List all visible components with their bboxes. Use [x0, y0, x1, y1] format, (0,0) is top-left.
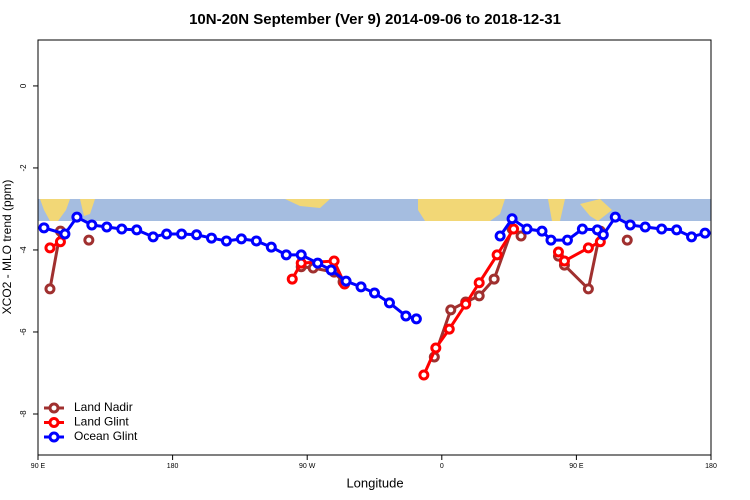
- y-tick-label: -2: [19, 164, 28, 172]
- map-ocean: [38, 199, 711, 221]
- point: [558, 255, 570, 267]
- point: [506, 213, 518, 225]
- y-tick-label: -4: [19, 246, 28, 254]
- point: [325, 264, 337, 276]
- map-land: [40, 199, 612, 221]
- point: [494, 230, 506, 242]
- map-strip: [38, 199, 711, 221]
- x-tick-label: 0: [440, 463, 444, 470]
- x-tick-label: 90 W: [299, 463, 316, 470]
- point: [147, 231, 159, 243]
- chart-title: 10N-20N September (Ver 9) 2014-09-06 to …: [189, 11, 561, 28]
- legend-label: Land Nadir: [74, 400, 133, 414]
- point: [38, 222, 50, 234]
- legend-label: Land Glint: [74, 415, 129, 429]
- point: [355, 281, 367, 293]
- point: [161, 228, 173, 240]
- point: [686, 231, 698, 243]
- point: [621, 234, 633, 246]
- y-tick-label: 0: [19, 83, 28, 88]
- point: [205, 232, 217, 244]
- point: [473, 277, 485, 289]
- x-axis-label: Longitude: [346, 475, 403, 490]
- point: [561, 234, 573, 246]
- point: [488, 273, 500, 285]
- point: [54, 236, 66, 248]
- point: [521, 223, 533, 235]
- plot-frame: [37, 39, 712, 456]
- point: [286, 273, 298, 285]
- point: [191, 229, 203, 241]
- point: [235, 233, 247, 245]
- point: [582, 283, 594, 295]
- y-axis-label: XCO2 - MLO trend (ppm): [0, 180, 14, 315]
- x-tick-label: 90 E: [31, 463, 46, 470]
- point: [699, 227, 711, 239]
- point: [400, 310, 412, 322]
- legend-marker: [48, 402, 60, 414]
- point: [86, 219, 98, 231]
- point: [460, 298, 472, 310]
- point: [671, 224, 683, 236]
- series-line: [50, 229, 627, 357]
- point: [383, 297, 395, 309]
- point: [328, 255, 340, 267]
- series-line: [49, 228, 602, 376]
- point: [295, 249, 307, 261]
- point: [83, 234, 95, 246]
- x-tick-label: 90 E: [569, 463, 584, 470]
- point: [418, 369, 430, 381]
- point: [369, 287, 380, 299]
- x-tick-label: 180: [705, 463, 717, 470]
- point: [491, 249, 503, 261]
- point: [443, 323, 455, 335]
- point: [515, 230, 527, 242]
- y-tick-label: -8: [19, 410, 28, 418]
- point: [656, 223, 668, 235]
- point: [220, 235, 232, 247]
- point: [609, 211, 621, 223]
- point: [312, 257, 324, 269]
- point: [44, 242, 56, 254]
- point: [265, 241, 277, 253]
- point: [582, 242, 594, 254]
- point: [576, 223, 588, 235]
- point: [250, 235, 262, 247]
- point: [430, 342, 442, 354]
- point: [101, 221, 113, 233]
- point: [44, 283, 56, 295]
- point: [473, 290, 485, 302]
- legend-marker: [48, 431, 60, 443]
- point: [280, 249, 292, 261]
- point: [410, 313, 422, 325]
- point: [176, 228, 188, 240]
- point: [445, 304, 457, 316]
- point: [639, 221, 651, 233]
- legend-marker: [48, 417, 60, 428]
- point: [624, 219, 636, 231]
- point: [552, 246, 564, 258]
- point: [59, 228, 71, 240]
- point: [116, 223, 128, 235]
- x-tick-label: 180: [167, 463, 179, 470]
- point: [131, 224, 143, 236]
- point: [340, 275, 352, 287]
- point: [597, 229, 609, 241]
- point: [545, 234, 557, 246]
- point: [536, 225, 548, 237]
- legend-label: Ocean Glint: [74, 429, 138, 443]
- y-tick-label: -6: [19, 328, 28, 336]
- point: [71, 211, 83, 223]
- point: [508, 223, 520, 235]
